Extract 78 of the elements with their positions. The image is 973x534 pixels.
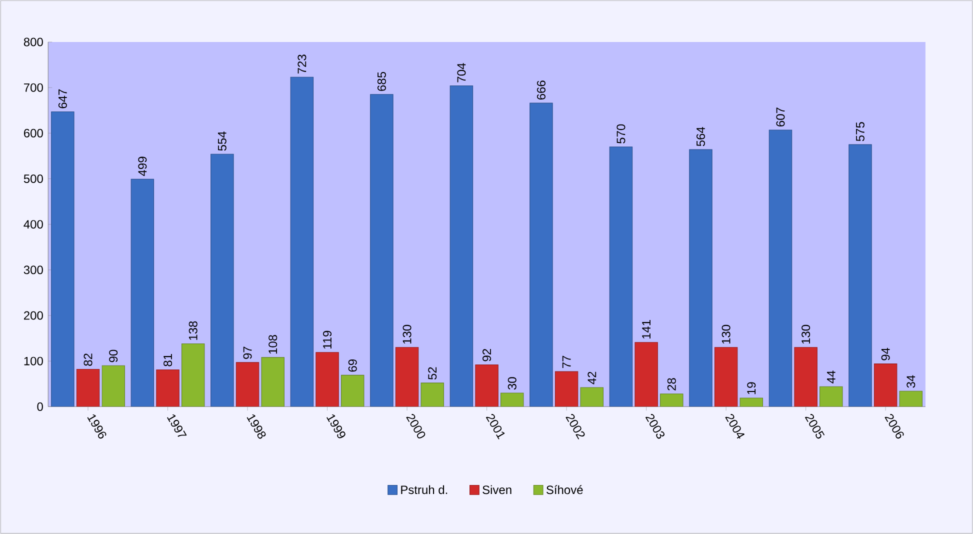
bar bbox=[660, 394, 684, 407]
data-label: 52 bbox=[428, 367, 437, 380]
bar bbox=[580, 387, 604, 407]
y-tick-label: 700 bbox=[24, 83, 43, 92]
data-label: 119 bbox=[323, 330, 332, 349]
data-label: 97 bbox=[243, 346, 252, 359]
bar bbox=[475, 364, 498, 407]
data-label: 666 bbox=[536, 80, 546, 100]
data-label: 90 bbox=[109, 350, 118, 362]
bar bbox=[236, 362, 260, 407]
y-tick-label: 300 bbox=[24, 266, 43, 274]
data-label: 69 bbox=[348, 359, 357, 372]
bar bbox=[450, 85, 474, 407]
data-label: 570 bbox=[616, 124, 626, 144]
bar bbox=[156, 369, 180, 407]
bar bbox=[768, 130, 792, 407]
data-label: 564 bbox=[696, 126, 705, 146]
data-label: 44 bbox=[827, 370, 836, 384]
data-label: 94 bbox=[881, 348, 890, 360]
bar bbox=[554, 371, 578, 407]
data-label: 723 bbox=[298, 54, 306, 74]
y-tick-label: 100 bbox=[24, 356, 43, 366]
bar bbox=[290, 76, 314, 407]
data-label: 108 bbox=[268, 335, 278, 354]
bar bbox=[420, 382, 444, 407]
data-label: 82 bbox=[84, 354, 92, 366]
bar bbox=[689, 149, 712, 407]
data-label: 554 bbox=[218, 132, 226, 151]
bar bbox=[261, 357, 284, 407]
data-label: 77 bbox=[562, 356, 571, 368]
bar bbox=[530, 102, 553, 407]
bar bbox=[848, 144, 872, 407]
data-label: 19 bbox=[747, 382, 756, 394]
y-tick-label: 400 bbox=[24, 220, 43, 229]
bar bbox=[102, 365, 125, 407]
y-tick-label: 0 bbox=[37, 402, 43, 411]
data-label: 30 bbox=[508, 377, 516, 390]
bar bbox=[210, 154, 234, 407]
data-label: 141 bbox=[642, 320, 650, 339]
bar bbox=[76, 369, 100, 407]
data-label: 499 bbox=[138, 156, 147, 176]
legend-label: Siven bbox=[482, 485, 512, 494]
bar bbox=[181, 343, 205, 407]
bar bbox=[874, 364, 898, 407]
y-tick-label: 500 bbox=[24, 174, 43, 183]
bar bbox=[714, 347, 738, 407]
data-label: 28 bbox=[667, 378, 676, 390]
bar bbox=[899, 390, 923, 407]
data-label: 81 bbox=[164, 354, 172, 366]
bar bbox=[740, 398, 763, 407]
data-label: 575 bbox=[856, 122, 864, 142]
bar bbox=[609, 146, 633, 407]
bar bbox=[341, 374, 364, 407]
bar bbox=[316, 352, 339, 407]
legend-label: Pstruh d. bbox=[401, 485, 448, 494]
bar bbox=[820, 386, 843, 407]
bar bbox=[130, 178, 154, 407]
data-label: 34 bbox=[906, 375, 916, 388]
data-label: 685 bbox=[377, 72, 386, 91]
legend-label: Síhové bbox=[546, 485, 583, 494]
data-label: 138 bbox=[188, 321, 198, 340]
bar bbox=[51, 111, 74, 407]
bar bbox=[794, 347, 818, 407]
bar bbox=[370, 94, 394, 407]
bar bbox=[500, 392, 524, 407]
bar bbox=[634, 342, 658, 407]
data-label: 647 bbox=[58, 89, 67, 108]
data-label: 42 bbox=[588, 372, 596, 384]
y-tick-label: 200 bbox=[24, 311, 43, 320]
data-label: 130 bbox=[402, 324, 412, 344]
data-label: 130 bbox=[802, 324, 810, 344]
y-tick-label: 600 bbox=[24, 128, 43, 138]
data-label: 704 bbox=[457, 63, 466, 82]
data-label: 607 bbox=[776, 108, 785, 126]
y-tick-label: 800 bbox=[24, 38, 43, 46]
data-label: 130 bbox=[722, 324, 730, 344]
bar bbox=[395, 347, 419, 407]
data-label: 92 bbox=[482, 349, 492, 362]
